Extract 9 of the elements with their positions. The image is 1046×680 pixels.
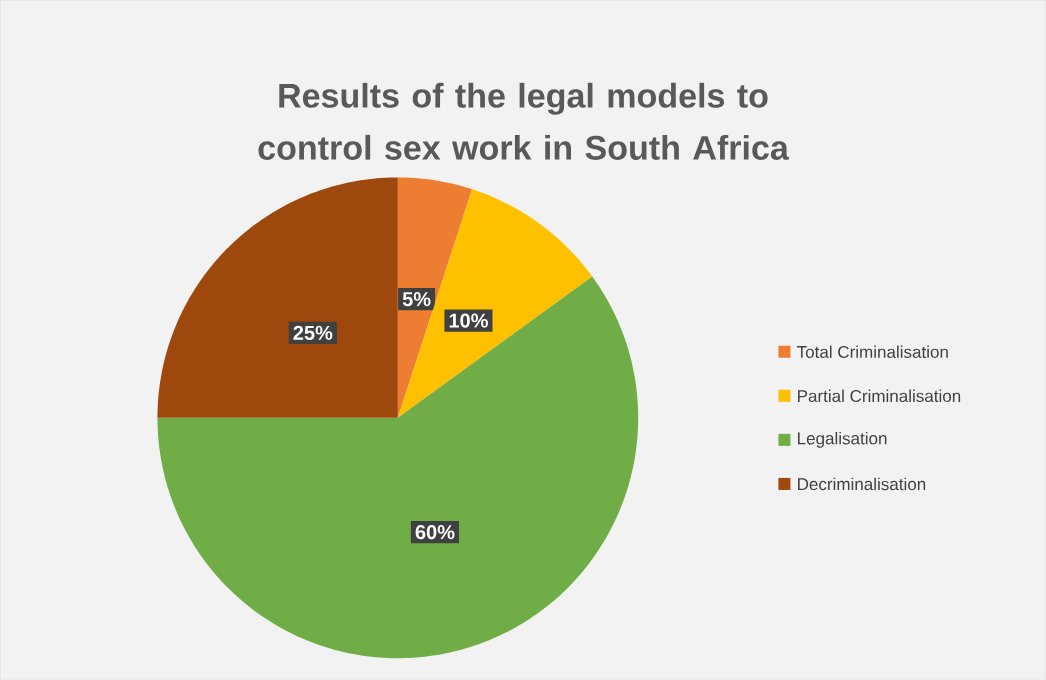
legend-label: Partial Criminalisation	[798, 389, 961, 402]
legend-label: Total Criminalisation	[797, 345, 948, 358]
data-label: 5%	[402, 291, 431, 306]
data-label: 10%	[449, 313, 488, 328]
data-label: 25%	[293, 325, 333, 340]
legend-label: Legalisation	[798, 431, 887, 448]
legend-label: Decriminalisation	[798, 477, 926, 490]
chart-title: Results of the legal models to control sex work in South Africa	[258, 82, 790, 160]
data-label: 60%	[415, 524, 455, 539]
